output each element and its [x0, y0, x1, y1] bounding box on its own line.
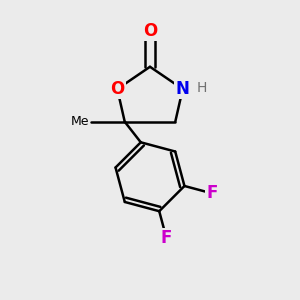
Text: O: O — [143, 22, 157, 40]
Text: O: O — [110, 80, 124, 98]
Text: Me: Me — [70, 115, 89, 128]
Text: N: N — [176, 80, 190, 98]
Text: H: H — [197, 81, 207, 94]
Text: F: F — [206, 184, 218, 202]
Text: F: F — [161, 230, 172, 247]
